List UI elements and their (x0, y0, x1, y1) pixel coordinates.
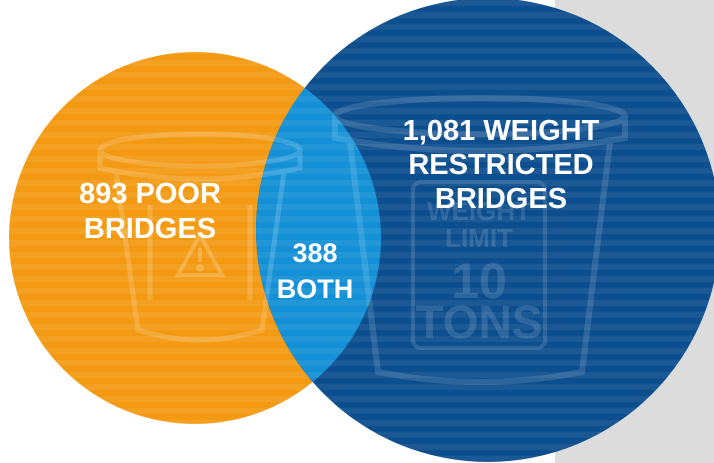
bucket-icon (97, 131, 303, 343)
right-circle-stripes (256, 0, 714, 462)
overlap-label-line1: 388 (292, 238, 337, 268)
warning-icon (174, 230, 226, 277)
right-label-line2: RESTRICTED (408, 149, 593, 181)
weight-limit-sign-icon: WEIGHT LIMIT 10 TONS (411, 180, 547, 350)
sign-line-tons: TONS (416, 296, 543, 348)
bucket-icon (332, 95, 628, 385)
right-circle (256, 0, 714, 462)
right-label-line3: BRIDGES (435, 183, 567, 215)
sign-line-number: 10 (451, 253, 507, 309)
right-label-line1: 1,081 WEIGHT (403, 115, 600, 147)
overlap-label-line2: BOTH (277, 274, 354, 304)
sign-line-weight: WEIGHT (427, 196, 531, 226)
left-label-line1: 893 POOR (79, 178, 221, 210)
left-label-line2: BRIDGES (84, 213, 216, 245)
sign-line-limit: LIMIT (445, 223, 513, 253)
